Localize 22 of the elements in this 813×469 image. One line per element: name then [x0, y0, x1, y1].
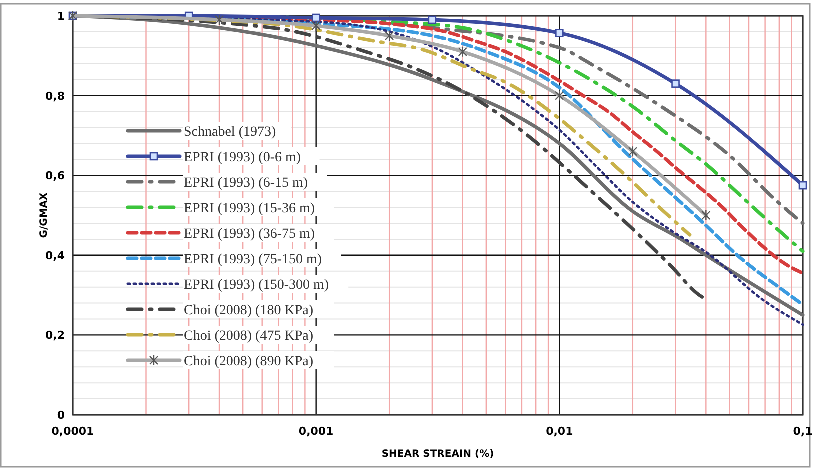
legend-label: EPRI (1993) (0-6 m) [184, 150, 302, 166]
y-tick-label: 0,4 [46, 249, 66, 262]
y-tick-label: 0,6 [46, 170, 66, 183]
y-tick-label: 1 [57, 10, 65, 23]
legend-label: Schnabel (1973) [184, 125, 276, 140]
y-tick-label: 0 [57, 409, 66, 422]
legend-label: EPRI (1993) (15-36 m) [184, 202, 316, 216]
legend-label: EPRI (1993) (36-75 m) [184, 227, 316, 242]
legend-label: Choi (2008) (890 KPa) [184, 354, 314, 370]
x-tick-label: 0,001 [298, 425, 334, 438]
y-tick-label: 0,8 [46, 90, 65, 103]
x-tick-label: 0,1 [793, 425, 813, 438]
x-tick-label: 0,0001 [52, 425, 94, 438]
y-axis-title: G/GMAX [39, 192, 50, 238]
x-axis-title: SHEAR STREAIN (%) [382, 449, 494, 460]
x-tick-label: 0,01 [546, 425, 574, 438]
legend-label: EPRI (1993) (75-150 m) [184, 252, 322, 268]
y-tick-label: 0,2 [46, 329, 65, 342]
legend-label: Choi (2008) (180 KPa) [184, 304, 314, 318]
legend-label: EPRI (1993) (150-300 m) [184, 278, 330, 293]
legend-label: EPRI (1993) (6-15 m) [184, 176, 308, 191]
legend-label: Choi (2008) (475 KPa) [184, 329, 314, 344]
